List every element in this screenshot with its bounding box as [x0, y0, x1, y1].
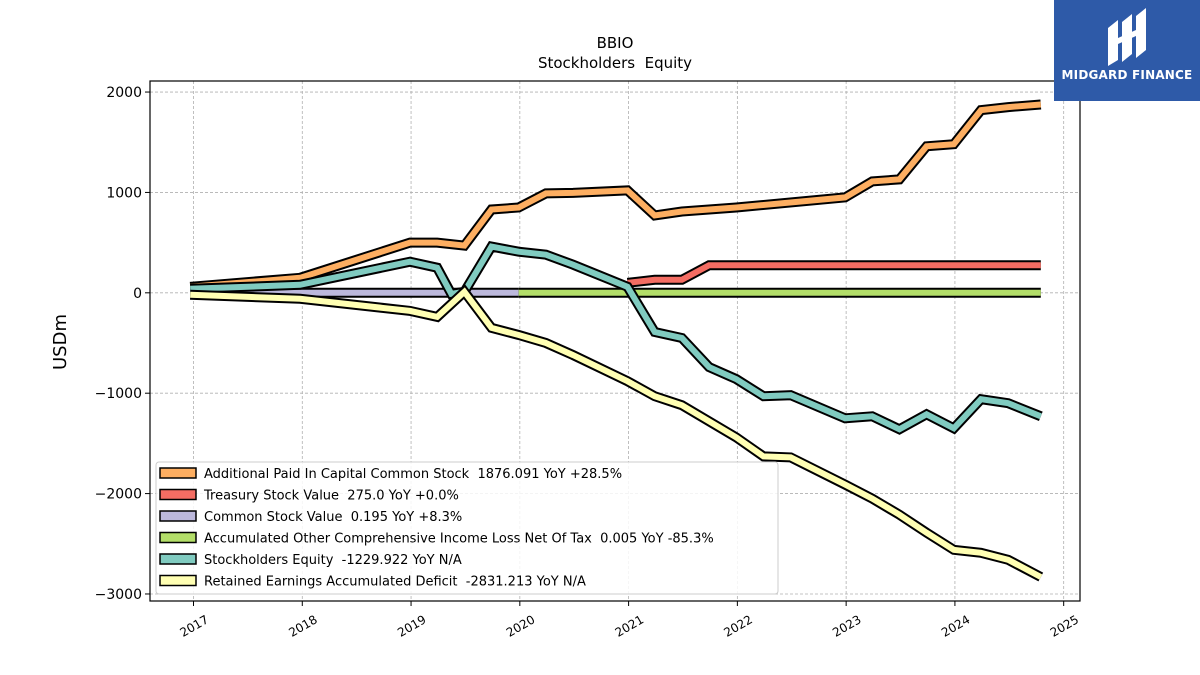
- chart-title: BBIO: [597, 34, 634, 52]
- legend-swatch: [159, 553, 197, 565]
- y-tick-label: −2000: [95, 487, 142, 503]
- y-tick-label: 0: [133, 286, 142, 302]
- x-tick-label: 2021: [613, 612, 646, 639]
- legend-swatch: [159, 467, 197, 479]
- y-axis-label: USDm: [50, 314, 71, 370]
- x-tick-label: 2018: [286, 612, 319, 639]
- x-tick-label: 2020: [504, 612, 537, 639]
- x-tick-label: 2019: [395, 612, 428, 639]
- legend-entry: Common Stock Value 0.195 YoY +8.3%: [204, 510, 462, 525]
- series-line-outline: [189, 99, 1042, 292]
- legend-entry: Additional Paid In Capital Common Stock …: [204, 467, 622, 482]
- x-tick-label: 2024: [939, 612, 972, 639]
- legend-entry: Retained Earnings Accumulated Deficit -2…: [204, 575, 586, 590]
- legend-entry: Accumulated Other Comprehensive Income L…: [204, 532, 714, 547]
- y-tick-label: 1000: [106, 185, 142, 201]
- x-tick-label: 2017: [178, 612, 211, 639]
- legend-swatch: [159, 574, 197, 587]
- series-line: [627, 262, 1041, 286]
- legend-box: [155, 461, 779, 595]
- midgard-logo-icon: [1108, 8, 1146, 66]
- y-tick-label: −1000: [95, 386, 142, 402]
- x-tick-label: 2022: [721, 612, 754, 639]
- x-tick-label: 2025: [1048, 612, 1081, 639]
- x-tick-label: 2023: [830, 612, 863, 639]
- chart-subtitle: Stockholders Equity: [538, 54, 692, 72]
- legend-entry: Treasury Stock Value 275.0 YoY +0.0%: [203, 489, 459, 504]
- legend-entry: Stockholders Equity -1229.922 YoY N/A: [204, 553, 462, 568]
- legend-swatch: [159, 531, 197, 544]
- legend-swatch: [159, 488, 197, 501]
- legend: Additional Paid In Capital Common Stock …: [155, 461, 779, 595]
- y-tick-label: −3000: [95, 587, 142, 603]
- logo-text: MIDGARD FINANCE: [1061, 68, 1193, 82]
- series-line: [190, 243, 1042, 433]
- y-tick-label: 2000: [106, 85, 142, 101]
- plot-frame: [149, 80, 1081, 602]
- legend-swatch: [159, 510, 197, 522]
- series-layer: [189, 99, 1044, 582]
- series-line: [190, 287, 1043, 580]
- midgard-finance-logo: MIDGARD FINANCE: [1054, 0, 1200, 101]
- series-line: [189, 101, 1042, 290]
